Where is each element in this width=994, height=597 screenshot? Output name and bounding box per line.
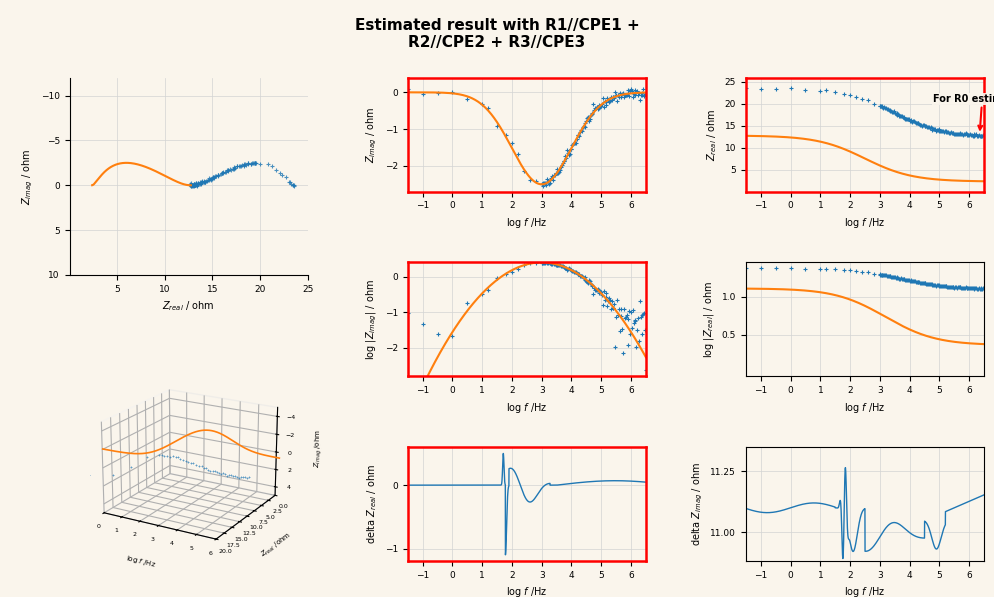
Y-axis label: log $|Z_{imag}|$ / ohm: log $|Z_{imag}|$ / ohm: [365, 279, 380, 360]
Y-axis label: delta $Z_{real}$ / ohm: delta $Z_{real}$ / ohm: [366, 464, 380, 544]
Text: Estimated result with R1//CPE1 +
R2//CPE2 + R3//CPE3: Estimated result with R1//CPE1 + R2//CPE…: [355, 18, 639, 50]
Y-axis label: $Z_{real}$ / ohm: $Z_{real}$ / ohm: [706, 108, 719, 161]
X-axis label: log $f$ /Hz: log $f$ /Hz: [844, 216, 886, 230]
X-axis label: $Z_{real}$ / ohm: $Z_{real}$ / ohm: [162, 299, 215, 313]
X-axis label: log $f$ /Hz: log $f$ /Hz: [844, 401, 886, 415]
X-axis label: log $f$ /Hz: log $f$ /Hz: [844, 586, 886, 597]
Y-axis label: $Z_{imag}$ / ohm: $Z_{imag}$ / ohm: [21, 148, 36, 205]
X-axis label: log $f$ /Hz: log $f$ /Hz: [506, 586, 548, 597]
Y-axis label: log $|Z_{real}|$ / ohm: log $|Z_{real}|$ / ohm: [703, 281, 717, 358]
Y-axis label: $Z_{real}$ /ohm: $Z_{real}$ /ohm: [258, 531, 293, 561]
X-axis label: log $f$ /Hz: log $f$ /Hz: [125, 553, 157, 570]
Y-axis label: $Z_{imag}$ / ohm: $Z_{imag}$ / ohm: [365, 106, 380, 163]
X-axis label: log $f$ /Hz: log $f$ /Hz: [506, 401, 548, 415]
Y-axis label: delta $Z_{imag}$ / ohm: delta $Z_{imag}$ / ohm: [691, 462, 705, 546]
Text: For R0 estimation: For R0 estimation: [933, 94, 994, 130]
X-axis label: log $f$ /Hz: log $f$ /Hz: [506, 216, 548, 230]
